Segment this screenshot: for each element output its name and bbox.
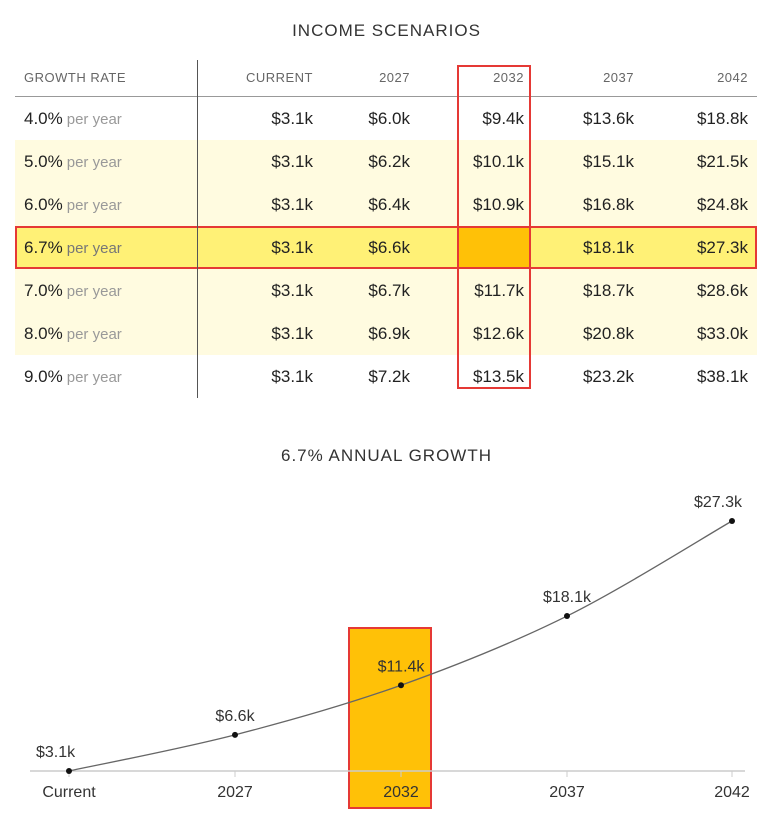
income-value-cell: $16.8k (582, 195, 634, 214)
header-2037: 2037 (603, 70, 634, 85)
highlight-band (348, 627, 432, 809)
growth-rate-value: 6.7% (24, 238, 63, 257)
growth-rate-cell: 8.0% per year (24, 312, 122, 355)
table-title: INCOME SCENARIOS (292, 21, 481, 40)
income-value-cell: $33.0k (696, 324, 748, 343)
income-value-cell: $15.1k (582, 152, 634, 171)
income-value-cell: $13.6k (582, 109, 634, 128)
header-2042: 2042 (717, 70, 748, 85)
income-value-cell: $6.2k (368, 152, 410, 171)
chart-title: 6.7% ANNUAL GROWTH (280, 446, 493, 465)
data-label: $27.3k (694, 494, 743, 511)
x-tick-label: Current (42, 784, 96, 801)
table-row: 4.0% per year $3.1k $6.0k $9.4k $13.6k $18.8k (15, 97, 757, 140)
rate-column-divider (197, 60, 198, 398)
header-current: CURRENT (245, 70, 313, 85)
income-value-cell: $3.1k (271, 152, 313, 171)
growth-rate-value: 8.0% (24, 324, 63, 343)
header-2027: 2027 (379, 70, 410, 85)
highlighted-cell (457, 226, 531, 269)
x-tick-label: 2027 (217, 784, 253, 801)
growth-rate-unit: per year (66, 326, 122, 343)
header-2032: 2032 (493, 70, 524, 85)
income-value-cell: $10.9k (472, 195, 524, 214)
growth-rate-unit: per year (66, 283, 122, 300)
growth-rate-cell: 9.0% per year (24, 355, 122, 398)
table-row: 8.0% per year $3.1k $6.9k $12.6k $20.8k $33.0k (15, 312, 757, 355)
growth-rate-cell: 7.0% per year (24, 269, 122, 312)
income-value-cell: $9.4k (482, 109, 524, 128)
growth-line-chart: Current 2027 2032 2037 2042 $3.1k $6.6k $11.4k $… (30, 494, 750, 809)
income-value-cell: $6.0k (368, 109, 410, 128)
income-value-cell: $3.1k (271, 367, 313, 386)
income-value-cell: $24.8k (696, 195, 748, 214)
growth-rate-unit: per year (66, 154, 122, 171)
income-value-cell: $6.4k (368, 195, 410, 214)
growth-rate-cell: 5.0% per year (24, 140, 122, 183)
data-point (564, 613, 570, 620)
x-tick-label: 2032 (383, 784, 419, 801)
income-value-cell: $23.2k (582, 367, 634, 386)
growth-rate-unit: per year (66, 369, 122, 386)
growth-rate-value: 6.0% (24, 195, 63, 214)
data-label: $6.6k (215, 708, 255, 725)
income-value-cell: $38.1k (696, 367, 748, 386)
growth-rate-value: 9.0% (24, 367, 63, 386)
data-point (729, 518, 735, 524)
table-row: 6.7%per year$3.1k$6.6k$11.4k$18.1k$27.3k (15, 226, 757, 269)
data-label: $3.1k (36, 744, 76, 761)
data-label: $18.1k (543, 589, 592, 606)
income-value-cell: $7.2k (368, 367, 410, 386)
table-row: 7.0% per year $3.1k $6.7k $11.7k $18.7k $28.6k (15, 269, 757, 312)
income-value-cell: $3.1k (271, 195, 313, 214)
income-value-cell: $28.6k (696, 281, 748, 300)
growth-rate-cell: 4.0% per year (24, 97, 122, 140)
growth-rate-unit: per year (66, 240, 122, 257)
income-value-cell: $6.9k (368, 324, 410, 343)
income-value-cell: $12.6k (472, 324, 524, 343)
income-value-cell: $11.7k (474, 281, 524, 300)
income-scenarios-table: GROWTH RATE CURRENT 2027 2032 2037 2042 … (15, 60, 757, 400)
header-divider (15, 96, 757, 97)
income-value-cell: $27.3k (696, 238, 748, 257)
growth-rate-cell: 6.7% per year (24, 226, 122, 269)
growth-rate-value: 7.0% (24, 281, 63, 300)
growth-rate-cell: 6.0% per year (24, 183, 122, 226)
data-point (398, 682, 404, 689)
x-tick-label: 2042 (714, 784, 750, 801)
income-value-cell: $6.6k (368, 238, 410, 257)
growth-rate-unit: per year (66, 111, 122, 128)
data-point (232, 731, 238, 738)
income-value-cell: $3.1k (271, 324, 313, 343)
table-row: 5.0% per year $3.1k $6.2k $10.1k $15.1k $21.5k (15, 140, 757, 183)
income-value-cell: $21.5k (696, 152, 748, 171)
income-value-cell: $18.1k (582, 238, 634, 257)
x-tick-label: 2037 (549, 784, 585, 801)
income-value-cell: $18.7k (582, 281, 634, 300)
data-point (66, 768, 72, 774)
growth-rate-value: 5.0% (24, 152, 63, 171)
table-row: 6.0% per year $3.1k $6.4k $10.9k $16.8k $24.8k (15, 183, 757, 226)
income-value-cell: $13.5k (472, 367, 524, 386)
data-label: $11.4k (378, 658, 426, 675)
income-value-cell: $3.1k (271, 109, 313, 128)
growth-rate-value: 4.0% (24, 109, 63, 128)
table-row: 9.0% per year $3.1k $7.2k $13.5k $23.2k $38.1k (15, 355, 757, 398)
header-growth-rate: GROWTH RATE (24, 70, 127, 85)
income-value-cell: $20.8k (582, 324, 634, 343)
income-value-cell: $3.1k (271, 281, 313, 300)
growth-rate-unit: per year (66, 197, 122, 214)
income-value-cell: $6.7k (368, 281, 410, 300)
income-value-cell: $3.1k (271, 238, 313, 257)
income-value-cell: $10.1k (472, 152, 524, 171)
income-value-cell: $18.8k (696, 109, 748, 128)
